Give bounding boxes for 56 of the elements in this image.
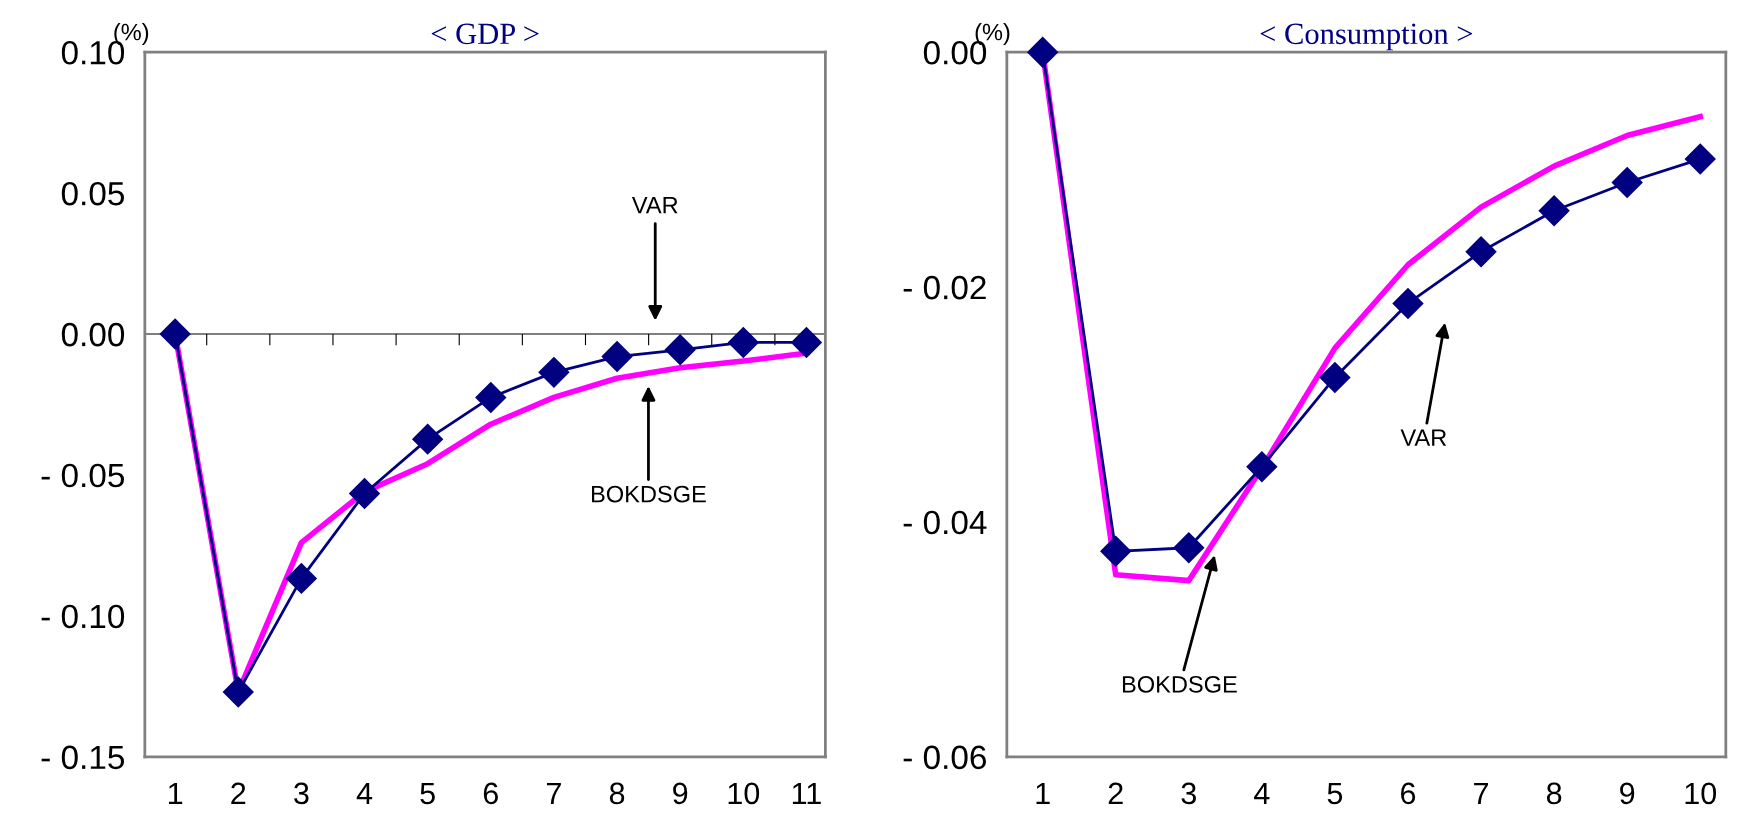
point <box>727 327 759 358</box>
x-tick-label: 3 <box>1181 782 1196 805</box>
y-tick-label: 0.05 <box>61 181 124 206</box>
point <box>1684 143 1716 175</box>
annotation: VAR <box>631 197 678 214</box>
point <box>1465 236 1497 268</box>
x-tick-label: 10 <box>728 782 760 805</box>
point <box>1392 288 1424 319</box>
point <box>1611 167 1643 198</box>
x-tick-label: 6 <box>1401 782 1416 805</box>
y-tick-label: - 0.15 <box>41 745 124 770</box>
y-tick-label: - 0.04 <box>903 510 987 535</box>
y-tick-label: - 0.06 <box>903 745 986 770</box>
chart-title: < GDP > <box>431 23 539 45</box>
point <box>1319 362 1351 393</box>
annotation: VAR <box>1400 429 1447 446</box>
y-tick-label: - 0.02 <box>903 275 986 300</box>
point <box>1027 36 1059 68</box>
x-tick-label: 7 <box>1474 782 1489 804</box>
x-tick-label: 11 <box>792 782 821 804</box>
point <box>538 356 570 388</box>
point <box>1100 535 1132 567</box>
point <box>159 318 191 350</box>
x-tick-label: 6 <box>483 782 498 805</box>
x-tick-label: 9 <box>673 782 688 805</box>
annotation: BOKDSGE <box>591 485 706 503</box>
point <box>475 382 507 413</box>
annotation: BOKDSGE <box>1122 675 1237 693</box>
point <box>1246 451 1278 483</box>
x-tick-label: 8 <box>609 782 625 805</box>
point <box>222 676 254 708</box>
x-tick-label: 3 <box>294 782 309 805</box>
point <box>664 334 696 366</box>
x-tick-label: 2 <box>1108 782 1123 804</box>
chart-title: < Consumption > <box>1260 23 1473 51</box>
y-tick-label: - 0.10 <box>41 604 125 629</box>
x-tick-label: 9 <box>1620 782 1635 805</box>
point <box>1538 195 1570 227</box>
point <box>601 341 633 372</box>
x-tick-label: 4 <box>1254 782 1270 804</box>
point <box>412 423 444 455</box>
x-tick-label: 4 <box>356 782 373 804</box>
x-tick-label: 5 <box>1327 782 1343 805</box>
point <box>791 327 822 358</box>
x-tick-label: 7 <box>546 782 561 804</box>
point <box>1173 532 1205 564</box>
y-tick-label: - 0.05 <box>41 463 124 488</box>
x-tick-label: 1 <box>1036 782 1050 804</box>
x-tick-label: 5 <box>420 782 435 805</box>
point <box>285 562 317 594</box>
x-tick-label: 8 <box>1546 782 1562 805</box>
x-tick-label: 10 <box>1685 782 1717 805</box>
y-tick-label: 0.00 <box>61 322 125 347</box>
x-tick-label: 1 <box>168 782 183 804</box>
point <box>349 478 380 509</box>
x-tick-label: 2 <box>231 782 246 804</box>
